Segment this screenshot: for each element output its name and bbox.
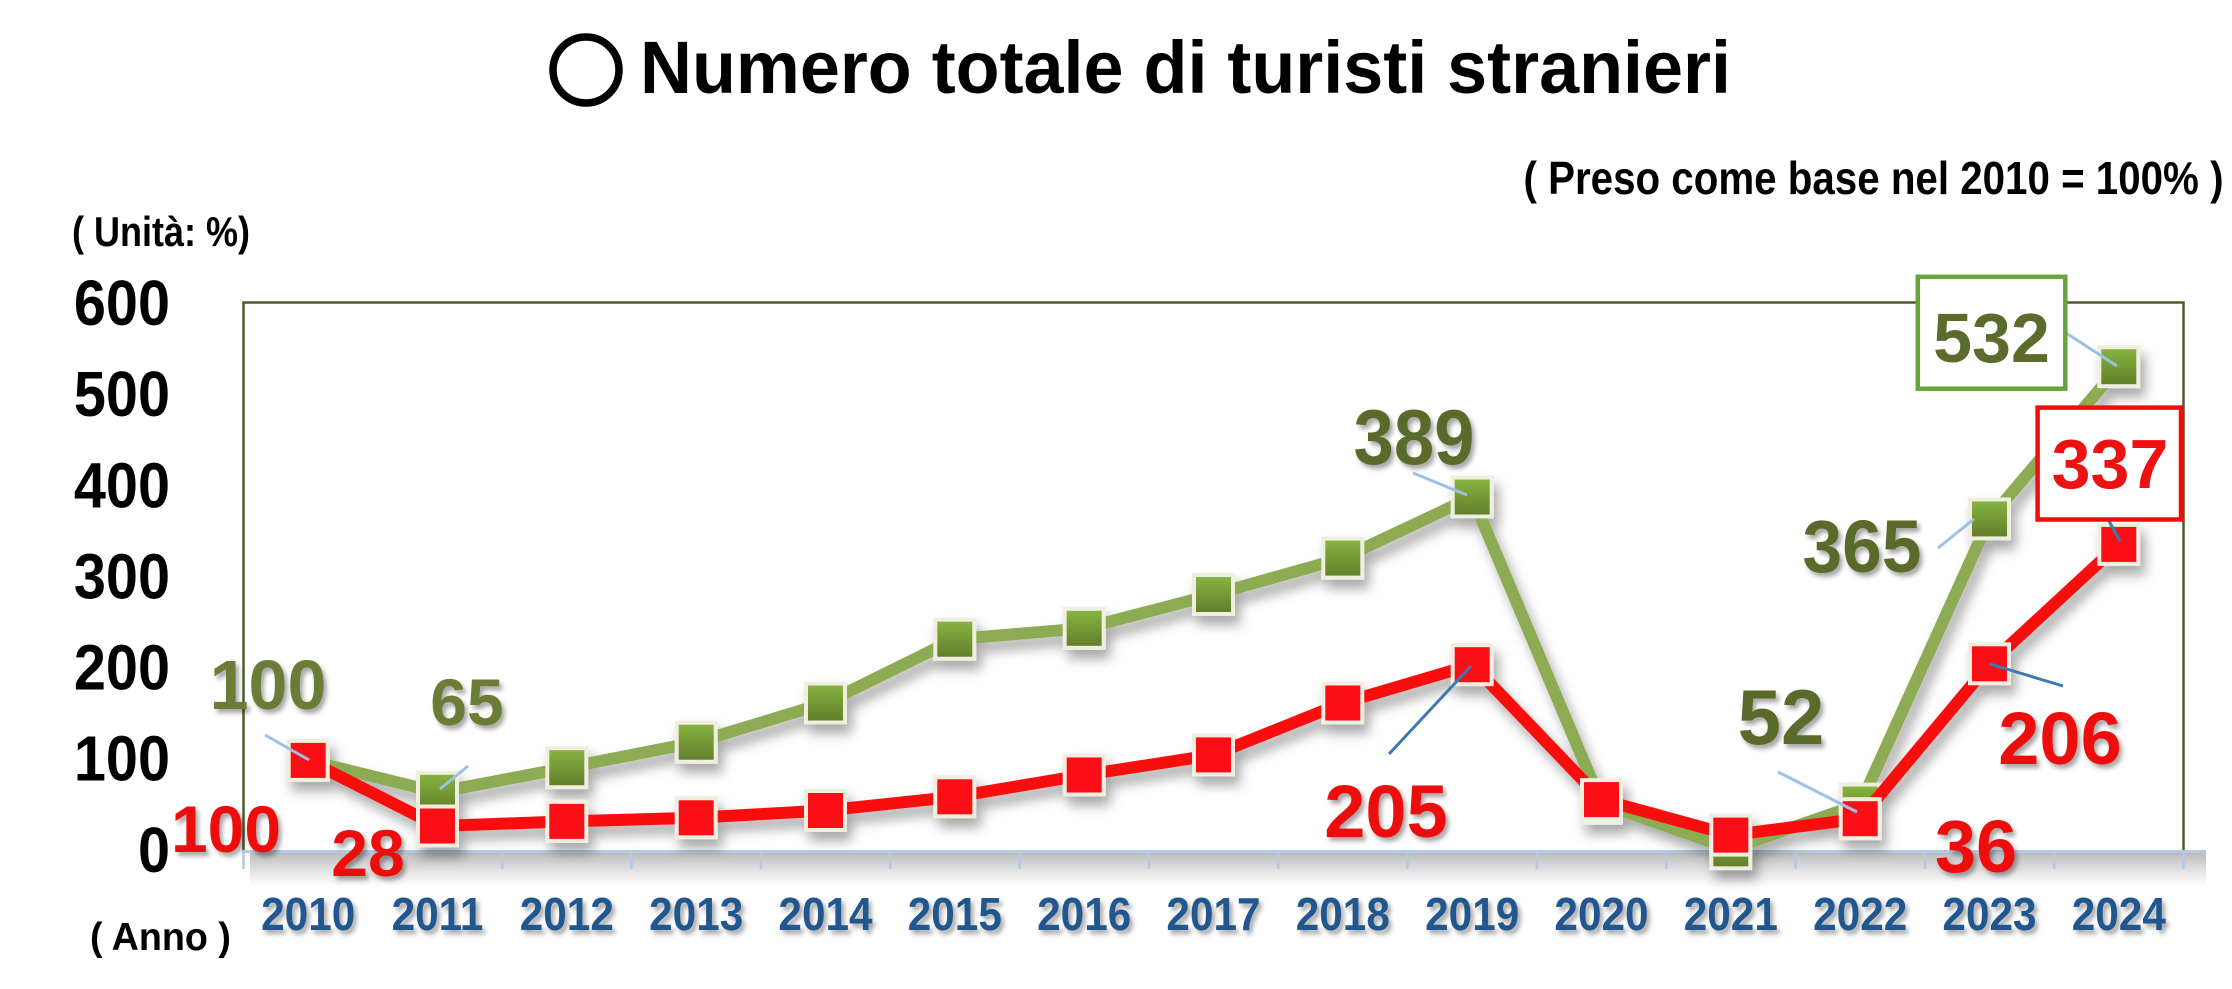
svg-text:532: 532	[1933, 299, 2050, 377]
svg-text:36: 36	[1935, 805, 2017, 888]
svg-text:Numero totale di turisti stran: Numero totale di turisti stranieri	[640, 26, 1731, 109]
svg-text:( Unità: %): ( Unità: %)	[72, 208, 250, 255]
svg-text:389: 389	[1354, 393, 1475, 481]
svg-text:28: 28	[331, 816, 404, 890]
svg-text:100: 100	[171, 792, 281, 866]
svg-text:65: 65	[430, 665, 503, 739]
svg-text:2021: 2021	[1684, 889, 1778, 940]
svg-text:100: 100	[210, 646, 327, 724]
svg-text:2017: 2017	[1166, 889, 1260, 940]
svg-text:2010: 2010	[261, 889, 355, 940]
svg-text:300: 300	[74, 541, 170, 612]
svg-text:2020: 2020	[1554, 889, 1648, 940]
svg-text:206: 206	[1998, 697, 2121, 780]
svg-text:0: 0	[138, 814, 170, 885]
svg-text:2011: 2011	[392, 889, 484, 940]
svg-text:205: 205	[1324, 770, 1447, 853]
svg-text:52: 52	[1738, 673, 1825, 761]
svg-text:2019: 2019	[1425, 889, 1519, 940]
svg-text:2024: 2024	[2072, 889, 2167, 940]
svg-text:2023: 2023	[1942, 889, 2036, 940]
svg-text:( Anno ): ( Anno )	[90, 916, 231, 959]
svg-text:600: 600	[74, 267, 170, 338]
svg-text:365: 365	[1803, 505, 1922, 588]
svg-text:2015: 2015	[908, 889, 1002, 940]
svg-text:2018: 2018	[1296, 889, 1390, 940]
svg-text:2012: 2012	[520, 889, 614, 940]
svg-text:500: 500	[74, 358, 170, 429]
svg-text:( Preso come base nel 2010 = 1: ( Preso come base nel 2010 = 100% )	[1524, 152, 2224, 204]
svg-text:337: 337	[2052, 425, 2169, 503]
svg-text:2013: 2013	[649, 889, 743, 940]
svg-text:400: 400	[74, 449, 170, 520]
svg-text:2014: 2014	[778, 889, 873, 940]
svg-text:2016: 2016	[1037, 889, 1131, 940]
svg-text:2022: 2022	[1813, 889, 1907, 940]
svg-text:200: 200	[74, 632, 170, 703]
svg-text:100: 100	[74, 723, 170, 794]
